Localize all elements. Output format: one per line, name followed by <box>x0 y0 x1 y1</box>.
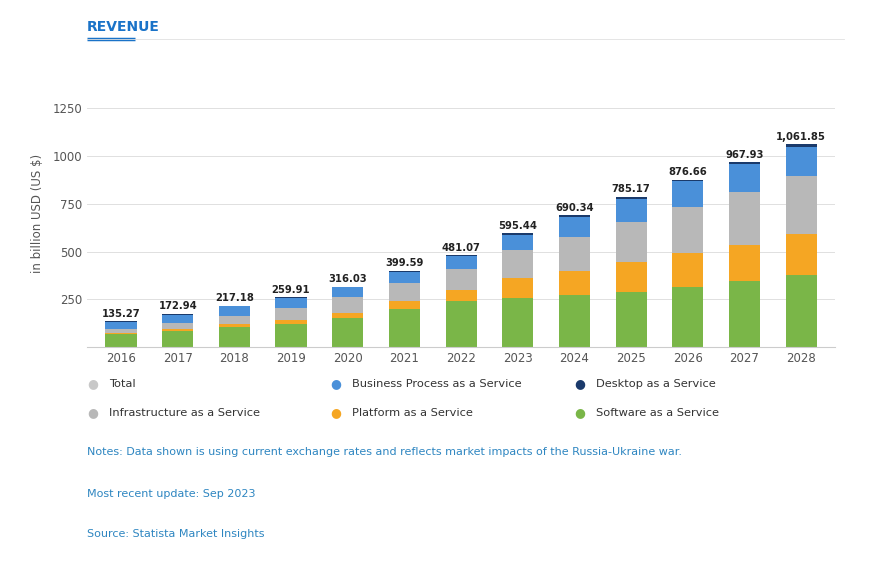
Bar <box>501 298 533 347</box>
Bar <box>388 271 420 283</box>
Y-axis label: in billion USD (US $): in billion USD (US $) <box>31 154 44 273</box>
Bar <box>105 333 136 335</box>
Bar <box>332 287 363 297</box>
Text: Software as a Service: Software as a Service <box>595 407 718 418</box>
Bar <box>162 329 193 331</box>
Bar <box>445 300 476 347</box>
Bar <box>445 290 476 300</box>
Text: ●: ● <box>574 378 584 390</box>
Bar <box>275 324 306 347</box>
Bar <box>388 308 420 347</box>
Bar <box>162 331 193 347</box>
Bar <box>388 301 420 308</box>
Bar <box>558 295 589 347</box>
Bar <box>501 235 533 250</box>
Bar <box>785 275 816 347</box>
Text: 967.93: 967.93 <box>725 150 763 159</box>
Bar <box>218 306 249 316</box>
Bar <box>105 321 136 322</box>
Bar <box>728 245 760 282</box>
Bar <box>615 197 646 199</box>
Text: Infrastructure as a Service: Infrastructure as a Service <box>109 407 260 418</box>
Bar <box>672 208 703 253</box>
Bar <box>105 329 136 333</box>
Bar <box>332 297 363 313</box>
Text: ●: ● <box>330 378 341 390</box>
Text: 1,061.85: 1,061.85 <box>775 131 826 142</box>
Bar <box>162 323 193 329</box>
Bar <box>275 320 306 324</box>
Bar <box>785 176 816 234</box>
Bar <box>785 145 816 147</box>
Text: 785.17: 785.17 <box>611 184 650 195</box>
Bar <box>558 215 589 217</box>
Text: Total: Total <box>109 379 136 389</box>
Text: 316.03: 316.03 <box>328 274 367 284</box>
Bar <box>558 217 589 237</box>
Bar <box>162 314 193 315</box>
Bar <box>785 234 816 275</box>
Text: 217.18: 217.18 <box>215 293 254 303</box>
Text: Business Process as a Service: Business Process as a Service <box>352 379 521 389</box>
Bar <box>445 255 476 256</box>
Bar <box>672 253 703 287</box>
Bar <box>218 324 249 327</box>
Text: Most recent update: Sep 2023: Most recent update: Sep 2023 <box>87 489 255 500</box>
Text: Source: Statista Market Insights: Source: Statista Market Insights <box>87 529 264 539</box>
Bar <box>558 237 589 271</box>
Bar <box>672 287 703 347</box>
Bar <box>218 327 249 347</box>
Text: 595.44: 595.44 <box>498 221 537 230</box>
Bar <box>615 262 646 291</box>
Bar <box>728 282 760 347</box>
Bar <box>332 313 363 318</box>
Text: 399.59: 399.59 <box>385 258 423 268</box>
Text: REVENUE: REVENUE <box>87 20 160 34</box>
Bar <box>332 318 363 347</box>
Bar <box>388 283 420 301</box>
Text: Notes: Data shown is using current exchange rates and reflects market impacts of: Notes: Data shown is using current excha… <box>87 447 681 457</box>
Text: Desktop as a Service: Desktop as a Service <box>595 379 715 389</box>
Bar <box>615 199 646 222</box>
Bar <box>728 192 760 245</box>
Bar <box>785 147 816 176</box>
Bar <box>558 271 589 295</box>
Text: Platform as a Service: Platform as a Service <box>352 407 473 418</box>
Bar <box>728 162 760 164</box>
Bar <box>501 233 533 235</box>
Bar <box>275 298 306 308</box>
Bar <box>105 322 136 329</box>
Bar <box>162 315 193 323</box>
Bar <box>615 291 646 347</box>
Bar <box>501 250 533 278</box>
Text: 876.66: 876.66 <box>667 167 706 177</box>
Bar <box>501 278 533 298</box>
Bar <box>615 222 646 262</box>
Bar <box>445 269 476 290</box>
Bar <box>728 164 760 192</box>
Bar <box>275 308 306 320</box>
Bar <box>218 316 249 324</box>
Text: ●: ● <box>330 406 341 419</box>
Text: ●: ● <box>87 406 98 419</box>
Text: 135.27: 135.27 <box>102 308 140 319</box>
Bar <box>672 180 703 182</box>
Bar <box>105 335 136 347</box>
Text: 481.07: 481.07 <box>441 242 480 253</box>
Text: 259.91: 259.91 <box>271 284 310 295</box>
Bar <box>445 256 476 269</box>
Bar <box>672 182 703 208</box>
Text: ●: ● <box>87 378 98 390</box>
Text: 690.34: 690.34 <box>554 203 594 213</box>
Text: 172.94: 172.94 <box>158 302 197 311</box>
Text: ●: ● <box>574 406 584 419</box>
